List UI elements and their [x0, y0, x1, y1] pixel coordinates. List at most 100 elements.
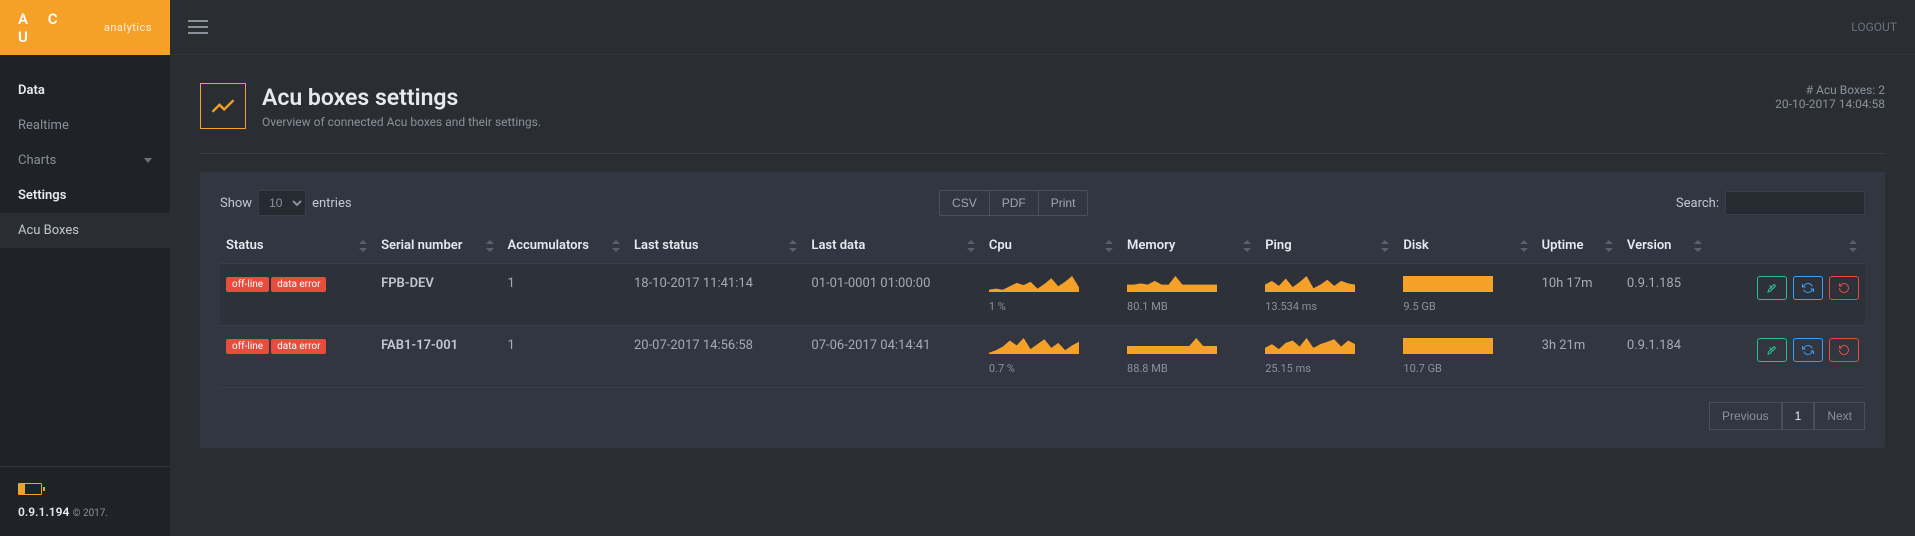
- sparkline-chart: [989, 276, 1115, 296]
- chart-line-icon: [200, 83, 246, 129]
- last-status-value: 18-10-2017 11:41:14: [628, 264, 805, 326]
- last-data-value: 01-01-0001 01:00:00: [805, 264, 982, 326]
- nav-section-data: Data: [0, 73, 170, 108]
- sort-icon: [359, 240, 367, 256]
- sparkline-chart: [1403, 338, 1529, 358]
- export-csv-button[interactable]: CSV: [940, 191, 990, 215]
- status-badge: off-line: [226, 339, 269, 354]
- serial-number: FAB1-17-001: [381, 338, 458, 353]
- sort-icon: [486, 240, 494, 256]
- row-settings-button[interactable]: [1757, 276, 1787, 300]
- logout-link[interactable]: LOGOUT: [1851, 20, 1897, 34]
- metric-value: 13.534 ms: [1265, 300, 1391, 313]
- sort-icon: [967, 240, 975, 256]
- next-button[interactable]: Next: [1814, 402, 1865, 430]
- column-header[interactable]: Memory: [1121, 228, 1259, 264]
- last-data-value: 07-06-2017 04:14:41: [805, 326, 982, 388]
- page-1-button[interactable]: 1: [1782, 402, 1815, 430]
- export-print-button[interactable]: Print: [1039, 191, 1088, 215]
- sort-icon: [1694, 240, 1702, 256]
- row-refresh-button[interactable]: [1793, 276, 1823, 300]
- row-reset-button[interactable]: [1829, 338, 1859, 362]
- topbar: LOGOUT: [170, 0, 1915, 55]
- row-reset-button[interactable]: [1829, 276, 1859, 300]
- search-input[interactable]: [1725, 191, 1865, 215]
- accumulators-value: 1: [502, 326, 628, 388]
- page-subtitle: Overview of connected Acu boxes and thei…: [262, 115, 541, 129]
- metric-value: 80.1 MB: [1127, 300, 1253, 313]
- brand-name: A C U: [18, 10, 76, 46]
- table-row: off-linedata errorFPB-DEV118-10-2017 11:…: [220, 264, 1865, 326]
- chevron-down-icon: [144, 158, 152, 163]
- sort-icon: [1243, 240, 1251, 256]
- sort-icon: [1105, 240, 1113, 256]
- table-row: off-linedata errorFAB1-17-001120-07-2017…: [220, 326, 1865, 388]
- version-value: 0.9.1.184: [1621, 326, 1711, 388]
- serial-number: FPB-DEV: [381, 276, 434, 291]
- column-header[interactable]: Uptime: [1536, 228, 1621, 264]
- column-header[interactable]: Version: [1621, 228, 1711, 264]
- row-settings-button[interactable]: [1757, 338, 1787, 362]
- accumulators-value: 1: [502, 264, 628, 326]
- metric-value: 0.7 %: [989, 362, 1115, 375]
- row-refresh-button[interactable]: [1793, 338, 1823, 362]
- column-header[interactable]: Disk: [1397, 228, 1535, 264]
- hamburger-icon[interactable]: [188, 20, 208, 34]
- page-timestamp: 20-10-2017 14:04:58: [1775, 97, 1885, 111]
- uptime-value: 10h 17m: [1536, 264, 1621, 326]
- sort-icon: [789, 240, 797, 256]
- sparkline-chart: [1265, 338, 1391, 358]
- sort-icon: [1605, 240, 1613, 256]
- metric-value: 25.15 ms: [1265, 362, 1391, 375]
- sort-icon: [1381, 240, 1389, 256]
- entries-selector: Show 10 entries: [220, 190, 352, 216]
- entries-label: entries: [312, 196, 352, 211]
- sort-icon: [612, 240, 620, 256]
- column-header[interactable]: Last status: [628, 228, 805, 264]
- boxes-table: StatusSerial numberAccumulatorsLast stat…: [220, 228, 1865, 388]
- app-version: 0.9.1.194: [18, 505, 69, 519]
- sparkline-chart: [1265, 276, 1391, 296]
- sidebar-item-label: Charts: [18, 153, 56, 168]
- sidebar-item-acu-boxes[interactable]: Acu Boxes: [0, 213, 170, 248]
- uptime-value: 3h 21m: [1536, 326, 1621, 388]
- metric-value: 9.5 GB: [1403, 300, 1529, 313]
- export-pdf-button[interactable]: PDF: [990, 191, 1039, 215]
- column-header[interactable]: Accumulators: [502, 228, 628, 264]
- brand-sub: analytics: [104, 21, 152, 34]
- column-header[interactable]: [1710, 228, 1865, 264]
- column-header[interactable]: Cpu: [983, 228, 1121, 264]
- metric-value: 10.7 GB: [1403, 362, 1529, 375]
- column-header[interactable]: Serial number: [375, 228, 501, 264]
- sidebar: A C U analytics Data Realtime Charts Set…: [0, 0, 170, 536]
- prev-button[interactable]: Previous: [1709, 402, 1782, 430]
- sort-icon: [1520, 240, 1528, 256]
- data-panel: Show 10 entries CSV PDF Print Search:: [200, 172, 1885, 448]
- main: LOGOUT Acu boxes settings Overview of co…: [170, 0, 1915, 536]
- sidebar-item-realtime[interactable]: Realtime: [0, 108, 170, 143]
- version-value: 0.9.1.185: [1621, 264, 1711, 326]
- show-label: Show: [220, 196, 252, 211]
- page-title: Acu boxes settings: [262, 84, 541, 111]
- brand-logo[interactable]: A C U analytics: [0, 0, 170, 55]
- sidebar-footer: 0.9.1.194 © 2017.: [0, 466, 170, 536]
- nav-section-settings: Settings: [0, 178, 170, 213]
- column-header[interactable]: Status: [220, 228, 375, 264]
- last-status-value: 20-07-2017 14:56:58: [628, 326, 805, 388]
- sparkline-chart: [989, 338, 1115, 358]
- column-header[interactable]: Ping: [1259, 228, 1397, 264]
- column-header[interactable]: Last data: [805, 228, 982, 264]
- battery-icon: [18, 483, 42, 495]
- sparkline-chart: [1403, 276, 1529, 296]
- page-header: Acu boxes settings Overview of connected…: [200, 83, 1885, 154]
- page-size-select[interactable]: 10: [258, 190, 306, 216]
- metric-value: 88.8 MB: [1127, 362, 1253, 375]
- metric-value: 1 %: [989, 300, 1115, 313]
- sidebar-nav: Data Realtime Charts Settings Acu Boxes: [0, 55, 170, 466]
- pagination: Previous 1 Next: [220, 402, 1865, 430]
- status-badge: off-line: [226, 277, 269, 292]
- sidebar-item-charts[interactable]: Charts: [0, 143, 170, 178]
- sparkline-chart: [1127, 338, 1253, 358]
- sparkline-chart: [1127, 276, 1253, 296]
- export-buttons: CSV PDF Print: [939, 190, 1088, 216]
